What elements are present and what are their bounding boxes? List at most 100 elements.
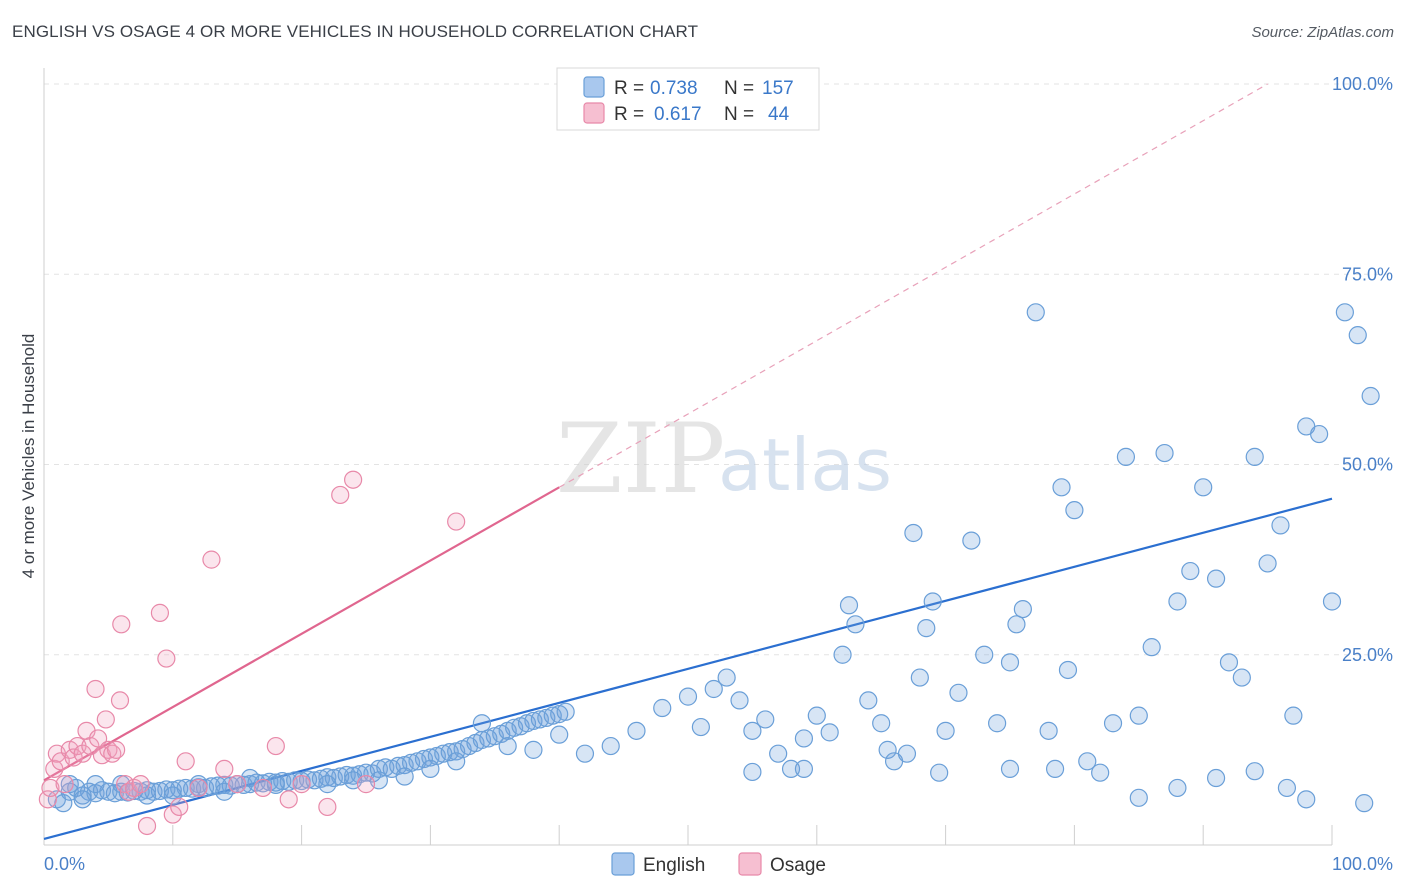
english-point-171 [1129,788,1148,807]
english-point-102 [627,721,646,740]
stats-r-value-osage: 0.617 [654,104,702,125]
english-point-106 [704,679,723,699]
scatter-points [38,303,1380,836]
english-point-104 [678,687,698,706]
english-point-134 [1000,653,1020,672]
osage-point-1 [41,778,60,798]
y-tick-label-3: 100.0% [1332,74,1393,94]
osage-point-34 [228,775,247,794]
english-point-131 [962,531,981,550]
english-point-136 [1013,599,1032,619]
stats-r-label-english: R = [614,78,644,99]
english-point-149 [1155,443,1174,463]
watermark-atlas: atlas [718,423,892,507]
english-point-140 [1052,478,1071,497]
y-tick-label-0: 25.0% [1342,645,1393,665]
osage-point-30 [176,752,195,771]
english-point-177 [1000,759,1020,779]
english-point-173 [1206,768,1226,788]
osage-point-12 [86,679,105,699]
osage-point-20 [112,615,131,634]
watermark: ZIP atlas [556,403,892,515]
y-axis-label: 4 or more Vehicles in Household [19,334,38,579]
english-point-147 [1129,706,1148,725]
english-point-107 [717,668,736,687]
english-point-176 [794,759,814,779]
english-point-9 [105,784,124,803]
osage-point-25 [137,816,157,836]
stats-n-value-osage: 44 [768,104,790,125]
x-tick-label-1: 100.0% [1332,854,1393,874]
osage-point-9 [73,744,92,763]
stats-box: R = 0.738 N = 157 R = 0.617 N = 44 [556,67,820,131]
english-point-129 [936,721,955,740]
english-point-119 [859,691,878,710]
english-point-141 [1058,660,1078,680]
english-point-128 [930,763,949,782]
english-point-121 [878,740,897,759]
english-point-109 [743,721,762,740]
osage-trend-extension [558,83,1268,488]
english-point-93 [395,767,414,786]
osage-point-39 [318,797,337,817]
osage-point-33 [215,759,234,779]
english-point-158 [1271,516,1290,535]
legend-label-english: English [643,855,705,876]
english-point-98 [524,740,543,759]
osage-point-18 [107,740,126,759]
english-point-163 [1335,303,1354,322]
chart-title: ENGLISH VS OSAGE 4 OR MORE VEHICLES IN H… [12,22,699,41]
english-point-150 [1168,592,1187,611]
english-point-90 [318,775,337,794]
english-point-133 [988,714,1007,733]
english-point-82 [86,775,105,794]
osage-point-31 [189,778,208,798]
english-point-19 [170,779,189,798]
osage-trend-line [43,486,560,782]
english-point-80 [60,775,79,794]
osage-point-7 [64,748,83,767]
english-point-165 [1361,386,1380,406]
english-point-115 [820,723,839,742]
english-point-175 [743,762,762,782]
english-point-103 [653,698,672,718]
osage-point-37 [279,790,298,809]
legend-label-osage: Osage [770,855,826,876]
english-point-154 [1219,653,1239,672]
english-point-145 [1103,714,1123,733]
english-point-144 [1091,763,1110,782]
english-point-120 [872,714,891,733]
english-point-157 [1258,554,1277,573]
stats-r-value-english: 0.738 [650,78,698,99]
y-tick-label-1: 50.0% [1342,455,1393,475]
english-point-26 [215,775,234,794]
english-point-99 [550,725,569,744]
english-point-116 [833,645,852,664]
english-point-96 [472,714,492,733]
english-point-172 [1168,778,1187,798]
osage-point-24 [131,775,150,794]
english-point-79 [556,702,575,721]
watermark-zip: ZIP [556,403,725,515]
english-point-111 [769,744,788,763]
english-point-143 [1078,752,1097,771]
english-point-162 [1322,592,1342,611]
legend: English Osage [611,852,826,876]
osage-point-36 [266,736,285,756]
english-point-151 [1181,561,1200,581]
osage-point-29 [170,797,189,817]
osage-point-38 [292,775,311,794]
english-point-114 [807,706,826,725]
stats-r-label-osage: R = [614,104,644,125]
english-point-146 [1116,447,1136,466]
english-point-110 [756,710,775,729]
osage-point-40 [331,485,350,505]
english-point-127 [923,592,942,611]
english-point-139 [1045,759,1065,779]
english-point-108 [730,691,749,710]
osage-point-35 [253,778,273,798]
english-point-126 [917,619,936,638]
osage-point-43 [447,512,466,531]
osage-point-28 [163,805,182,824]
